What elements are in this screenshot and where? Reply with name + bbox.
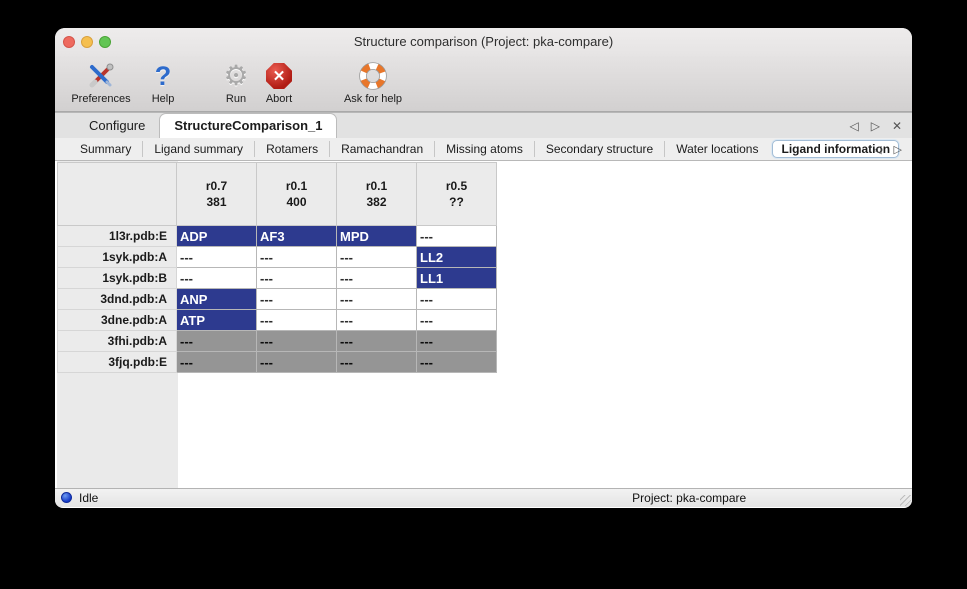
project-label: Project: pka-compare — [632, 491, 747, 505]
ligand-cell[interactable]: ANP — [176, 288, 257, 310]
tab-ligand-information[interactable]: Ligand information — [772, 140, 900, 158]
tab-structurecomparison-1[interactable]: StructureComparison_1 — [159, 113, 338, 138]
abort-icon: ✕ — [266, 60, 292, 92]
tab-ramachandran[interactable]: Ramachandran — [329, 141, 434, 157]
table-row: 1syk.pdb:A --- --- --- LL2 — [57, 246, 497, 268]
gear-icon: ⚙ — [223, 60, 249, 91]
document-tab-controls: ◁ ▷ ✕ — [849, 113, 902, 139]
ligand-table: r0.7 381 r0.1 400 r0.1 382 r0.5 ?? 1l3r.… — [57, 162, 497, 373]
table-row: 3dnd.pdb:A ANP --- --- --- — [57, 288, 497, 310]
status-text: Idle — [79, 491, 99, 505]
minimize-window-button[interactable] — [81, 36, 93, 48]
ligand-cell[interactable]: --- — [176, 267, 257, 289]
status-indicator-icon — [61, 492, 72, 503]
ligand-cell[interactable]: --- — [256, 267, 337, 289]
run-label: Run — [225, 93, 247, 105]
column-header[interactable]: r0.1 400 — [256, 162, 337, 226]
report-tab-scroll-left-icon[interactable]: ◁ — [873, 144, 882, 156]
tab-secondary-structure[interactable]: Secondary structure — [533, 141, 664, 157]
ligand-cell[interactable]: AF3 — [256, 225, 337, 247]
ligand-cell[interactable]: --- — [176, 246, 257, 268]
report-tab-bar: Summary Ligand summary Rotamers Ramachan… — [55, 138, 912, 161]
table-header-row: r0.7 381 r0.1 400 r0.1 382 r0.5 ?? — [57, 162, 497, 226]
app-window: Structure comparison (Project: pka-compa… — [55, 28, 912, 508]
ligand-cell[interactable]: ADP — [176, 225, 257, 247]
ligand-cell[interactable]: --- — [336, 288, 417, 310]
ligand-cell[interactable]: ATP — [176, 309, 257, 331]
ligand-cell[interactable]: --- — [256, 330, 337, 352]
row-header[interactable]: 3dne.pdb:A — [57, 309, 177, 331]
status-bar: Idle Project: pka-compare — [55, 488, 912, 507]
ligand-cell[interactable]: --- — [256, 288, 337, 310]
ligand-cell[interactable]: --- — [336, 330, 417, 352]
abort-button[interactable]: ✕ Abort — [257, 60, 301, 105]
column-header[interactable]: r0.1 382 — [336, 162, 417, 226]
tab-scroll-right-icon[interactable]: ▷ — [870, 119, 880, 133]
ligand-cell[interactable]: --- — [256, 351, 337, 373]
ligand-information-panel: r0.7 381 r0.1 400 r0.1 382 r0.5 ?? 1l3r.… — [55, 161, 912, 488]
ligand-cell[interactable]: --- — [336, 246, 417, 268]
help-label: Help — [151, 93, 175, 105]
row-header[interactable]: 3fjq.pdb:E — [57, 351, 177, 373]
abort-label: Abort — [265, 93, 293, 105]
ligand-cell[interactable]: --- — [256, 246, 337, 268]
ligand-cell[interactable]: --- — [416, 309, 497, 331]
table-row: 1l3r.pdb:E ADP AF3 MPD --- — [57, 225, 497, 247]
report-tab-controls: ◁ ▷ — [873, 138, 902, 161]
row-header[interactable]: 1l3r.pdb:E — [57, 225, 177, 247]
tab-summary[interactable]: Summary — [80, 142, 132, 156]
tab-b-factors[interactable]: B-factors — [902, 141, 912, 157]
table-row: 1syk.pdb:B --- --- --- LL1 — [57, 267, 497, 289]
tab-missing-atoms[interactable]: Missing atoms — [434, 141, 534, 157]
ligand-cell[interactable]: --- — [176, 330, 257, 352]
resize-grip[interactable] — [900, 495, 911, 506]
ligand-cell[interactable]: --- — [416, 225, 497, 247]
preferences-label: Preferences — [71, 93, 131, 105]
ligand-cell[interactable]: --- — [416, 288, 497, 310]
window-title: Structure comparison (Project: pka-compa… — [353, 34, 614, 49]
tab-rotamers[interactable]: Rotamers — [254, 141, 329, 157]
tab-ligand-summary[interactable]: Ligand summary — [142, 141, 254, 157]
row-header[interactable]: 1syk.pdb:A — [57, 246, 177, 268]
preferences-button[interactable]: Preferences — [65, 60, 137, 105]
tab-configure[interactable]: Configure — [89, 118, 146, 133]
document-tab-bar: Configure StructureComparison_1 ◁ ▷ ✕ — [55, 112, 912, 138]
ligand-cell[interactable]: --- — [416, 330, 497, 352]
ask-for-help-label: Ask for help — [343, 93, 403, 105]
run-button[interactable]: ⚙ Run — [215, 60, 257, 106]
ask-for-help-button[interactable]: Ask for help — [335, 60, 411, 105]
ligand-cell[interactable]: --- — [336, 267, 417, 289]
tools-icon — [87, 60, 115, 92]
row-header[interactable]: 3fhi.pdb:A — [57, 330, 177, 352]
ligand-cell[interactable]: LL1 — [416, 267, 497, 289]
title-bar: Structure comparison (Project: pka-compa… — [55, 28, 912, 56]
column-header[interactable]: r0.7 381 — [176, 162, 257, 226]
report-tab-scroll-right-icon[interactable]: ▷ — [893, 144, 902, 156]
column-header[interactable]: r0.5 ?? — [416, 162, 497, 226]
tab-close-icon[interactable]: ✕ — [891, 119, 902, 133]
ligand-cell[interactable]: LL2 — [416, 246, 497, 268]
close-window-button[interactable] — [63, 36, 75, 48]
table-row: 3dne.pdb:A ATP --- --- --- — [57, 309, 497, 331]
table-corner-cell — [57, 162, 177, 226]
table-row: 3fjq.pdb:E --- --- --- --- — [57, 351, 497, 373]
zoom-window-button[interactable] — [99, 36, 111, 48]
help-button[interactable]: ? Help — [143, 60, 183, 105]
table-row: 3fhi.pdb:A --- --- --- --- — [57, 330, 497, 352]
ligand-cell[interactable]: --- — [176, 351, 257, 373]
ligand-cell[interactable]: --- — [256, 309, 337, 331]
lifebuoy-icon — [359, 60, 387, 92]
ligand-cell[interactable]: MPD — [336, 225, 417, 247]
question-icon: ? — [154, 61, 172, 91]
ligand-cell[interactable]: --- — [336, 309, 417, 331]
tab-water-locations[interactable]: Water locations — [664, 141, 769, 157]
ligand-cell[interactable]: --- — [416, 351, 497, 373]
row-header[interactable]: 3dnd.pdb:A — [57, 288, 177, 310]
row-header[interactable]: 1syk.pdb:B — [57, 267, 177, 289]
tab-scroll-left-icon[interactable]: ◁ — [849, 119, 859, 133]
toolbar: Preferences ? Help ⚙ Run ✕ Abort — [55, 56, 912, 112]
ligand-cell[interactable]: --- — [336, 351, 417, 373]
